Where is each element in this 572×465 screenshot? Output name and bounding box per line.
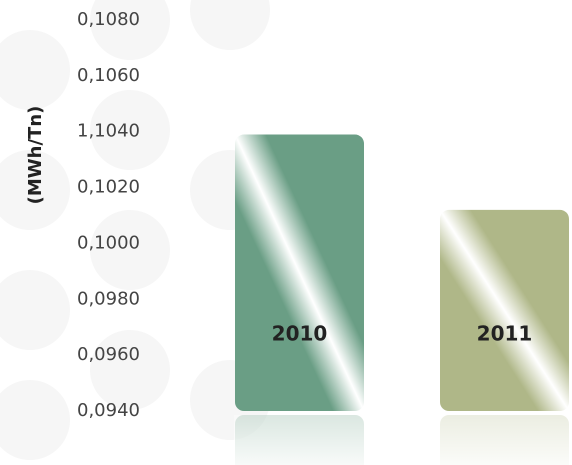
y-tick-label: 0,0940 <box>77 400 140 421</box>
y-tick-label: 0,1060 <box>77 65 140 86</box>
category-label: 2011 <box>477 322 533 346</box>
y-tick-label: 0,1000 <box>77 232 140 253</box>
reflection-fade <box>439 415 570 465</box>
category-label: 2010 <box>272 322 328 346</box>
plot: 0,1080 0,1060 1,1040 0,1020 0,1000 0,0980 0,09… <box>77 9 570 465</box>
bar <box>440 209 569 411</box>
y-tick-label: 0,0960 <box>77 344 140 365</box>
y-tick-label: 0,1020 <box>77 177 140 198</box>
reflection-fade <box>234 415 365 465</box>
y-tick-label: 0,0980 <box>77 288 140 309</box>
y-tick-label: 0,1080 <box>77 9 140 30</box>
y-axis-label: (MWh/Tn) <box>25 106 46 205</box>
bar <box>235 134 364 411</box>
y-tick-label: 1,1040 <box>77 121 140 142</box>
